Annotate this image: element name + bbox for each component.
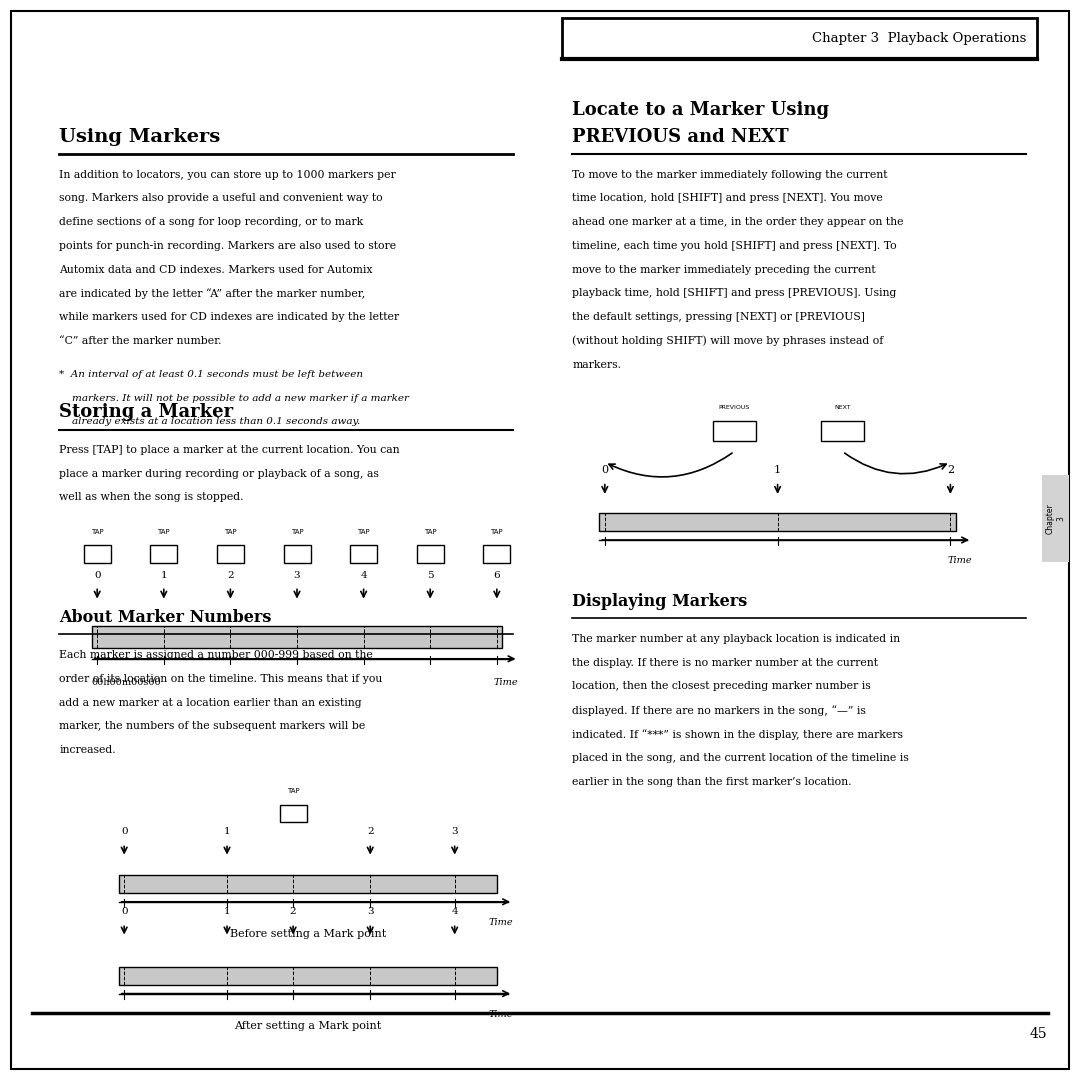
Text: Time: Time bbox=[488, 918, 513, 927]
Text: Before setting a Mark point: Before setting a Mark point bbox=[230, 929, 386, 939]
Text: 00h00m00s00: 00h00m00s00 bbox=[92, 678, 161, 687]
Text: PREVIOUS: PREVIOUS bbox=[719, 405, 750, 410]
Text: 2: 2 bbox=[289, 907, 296, 916]
Text: song. Markers also provide a useful and convenient way to: song. Markers also provide a useful and … bbox=[59, 193, 383, 203]
Text: already exists at a location less than 0.1 seconds away.: already exists at a location less than 0… bbox=[59, 417, 361, 426]
Text: 3: 3 bbox=[294, 571, 300, 580]
Text: placed in the song, and the current location of the timeline is: placed in the song, and the current loca… bbox=[572, 753, 909, 762]
Text: Locate to a Marker Using: Locate to a Marker Using bbox=[572, 100, 829, 119]
Text: 2: 2 bbox=[947, 465, 954, 475]
Text: Displaying Markers: Displaying Markers bbox=[572, 593, 747, 610]
Bar bbox=[562, 18, 1037, 59]
Text: Time: Time bbox=[494, 678, 518, 687]
Text: markers. It will not be possible to add a new marker if a marker: markers. It will not be possible to add … bbox=[59, 394, 409, 403]
Text: TAP: TAP bbox=[423, 528, 436, 535]
Text: the display. If there is no marker number at the current: the display. If there is no marker numbe… bbox=[572, 658, 878, 667]
Text: TAP: TAP bbox=[291, 528, 303, 535]
Bar bbox=[417, 545, 444, 563]
Text: TAP: TAP bbox=[490, 528, 503, 535]
Text: 3: 3 bbox=[451, 827, 458, 836]
Text: After setting a Mark point: After setting a Mark point bbox=[234, 1021, 381, 1030]
Text: marker, the numbers of the subsequent markers will be: marker, the numbers of the subsequent ma… bbox=[59, 721, 366, 731]
Bar bbox=[119, 875, 497, 893]
Text: location, then the closest preceding marker number is: location, then the closest preceding mar… bbox=[572, 681, 872, 691]
Text: TAP: TAP bbox=[357, 528, 370, 535]
Text: Time: Time bbox=[488, 1010, 513, 1018]
Text: earlier in the song than the first marker’s location.: earlier in the song than the first marke… bbox=[572, 777, 852, 786]
Text: displayed. If there are no markers in the song, “—” is: displayed. If there are no markers in th… bbox=[572, 705, 866, 716]
Text: 4: 4 bbox=[451, 907, 458, 916]
Text: 2: 2 bbox=[227, 571, 233, 580]
Text: 2: 2 bbox=[367, 827, 374, 836]
Text: ahead one marker at a time, in the order they appear on the: ahead one marker at a time, in the order… bbox=[572, 217, 904, 227]
Text: 1: 1 bbox=[224, 907, 230, 916]
Bar bbox=[92, 626, 502, 648]
Text: (without holding SHIFT) will move by phrases instead of: (without holding SHIFT) will move by phr… bbox=[572, 336, 883, 347]
Text: place a marker during recording or playback of a song, as: place a marker during recording or playb… bbox=[59, 469, 379, 478]
Bar bbox=[1042, 475, 1069, 562]
Text: TAP: TAP bbox=[224, 528, 237, 535]
Text: 6: 6 bbox=[494, 571, 500, 580]
Text: About Marker Numbers: About Marker Numbers bbox=[59, 609, 272, 626]
Text: indicated. If “***” is shown in the display, there are markers: indicated. If “***” is shown in the disp… bbox=[572, 729, 903, 740]
Text: Using Markers: Using Markers bbox=[59, 127, 220, 146]
Text: Time: Time bbox=[947, 556, 972, 565]
Text: move to the marker immediately preceding the current: move to the marker immediately preceding… bbox=[572, 265, 876, 274]
Bar bbox=[821, 421, 864, 441]
Text: markers.: markers. bbox=[572, 360, 621, 369]
Text: 0: 0 bbox=[121, 907, 127, 916]
Text: 0: 0 bbox=[121, 827, 127, 836]
Text: 1: 1 bbox=[774, 465, 781, 475]
Text: the default settings, pressing [NEXT] or [PREVIOUS]: the default settings, pressing [NEXT] or… bbox=[572, 312, 865, 322]
Bar bbox=[283, 545, 311, 563]
Text: points for punch-in recording. Markers are also used to store: points for punch-in recording. Markers a… bbox=[59, 241, 396, 251]
Bar bbox=[150, 545, 177, 563]
Text: 1: 1 bbox=[161, 571, 167, 580]
Bar bbox=[350, 545, 377, 563]
Text: TAP: TAP bbox=[287, 787, 299, 794]
Text: 1: 1 bbox=[224, 827, 230, 836]
Text: TAP: TAP bbox=[158, 528, 171, 535]
Text: Chapter
3: Chapter 3 bbox=[1047, 503, 1065, 534]
Text: Storing a Marker: Storing a Marker bbox=[59, 403, 233, 421]
Bar bbox=[713, 421, 756, 441]
Bar bbox=[483, 545, 510, 563]
Text: 4: 4 bbox=[361, 571, 367, 580]
Bar bbox=[280, 805, 307, 822]
Text: well as when the song is stopped.: well as when the song is stopped. bbox=[59, 492, 244, 502]
Text: “C” after the marker number.: “C” after the marker number. bbox=[59, 336, 221, 346]
Text: 45: 45 bbox=[1030, 1027, 1048, 1040]
Text: define sections of a song for loop recording, or to mark: define sections of a song for loop recor… bbox=[59, 217, 364, 227]
Text: The marker number at any playback location is indicated in: The marker number at any playback locati… bbox=[572, 634, 901, 644]
Text: Chapter 3  Playback Operations: Chapter 3 Playback Operations bbox=[812, 32, 1026, 45]
Text: 0: 0 bbox=[94, 571, 100, 580]
Text: 0: 0 bbox=[602, 465, 608, 475]
Text: 5: 5 bbox=[427, 571, 433, 580]
Bar bbox=[119, 967, 497, 985]
Text: To move to the marker immediately following the current: To move to the marker immediately follow… bbox=[572, 170, 888, 179]
Bar bbox=[599, 513, 956, 531]
Text: TAP: TAP bbox=[91, 528, 104, 535]
Text: *  An interval of at least 0.1 seconds must be left between: * An interval of at least 0.1 seconds mu… bbox=[59, 370, 363, 379]
Text: Each marker is assigned a number 000-999 based on the: Each marker is assigned a number 000-999… bbox=[59, 650, 374, 660]
Text: order of its location on the timeline. This means that if you: order of its location on the timeline. T… bbox=[59, 674, 382, 684]
Text: Press [TAP] to place a marker at the current location. You can: Press [TAP] to place a marker at the cur… bbox=[59, 445, 400, 455]
Text: Automix data and CD indexes. Markers used for Automix: Automix data and CD indexes. Markers use… bbox=[59, 265, 373, 274]
Text: In addition to locators, you can store up to 1000 markers per: In addition to locators, you can store u… bbox=[59, 170, 396, 179]
Text: NEXT: NEXT bbox=[834, 405, 851, 410]
Text: are indicated by the letter “A” after the marker number,: are indicated by the letter “A” after th… bbox=[59, 288, 366, 299]
Text: PREVIOUS and NEXT: PREVIOUS and NEXT bbox=[572, 127, 789, 146]
Text: while markers used for CD indexes are indicated by the letter: while markers used for CD indexes are in… bbox=[59, 312, 400, 322]
Text: increased.: increased. bbox=[59, 745, 116, 755]
Text: timeline, each time you hold [SHIFT] and press [NEXT]. To: timeline, each time you hold [SHIFT] and… bbox=[572, 241, 897, 251]
Text: time location, hold [SHIFT] and press [NEXT]. You move: time location, hold [SHIFT] and press [N… bbox=[572, 193, 883, 203]
Bar bbox=[84, 545, 111, 563]
Bar bbox=[217, 545, 244, 563]
Text: playback time, hold [SHIFT] and press [PREVIOUS]. Using: playback time, hold [SHIFT] and press [P… bbox=[572, 288, 896, 298]
Text: 3: 3 bbox=[367, 907, 374, 916]
Text: add a new marker at a location earlier than an existing: add a new marker at a location earlier t… bbox=[59, 698, 362, 707]
